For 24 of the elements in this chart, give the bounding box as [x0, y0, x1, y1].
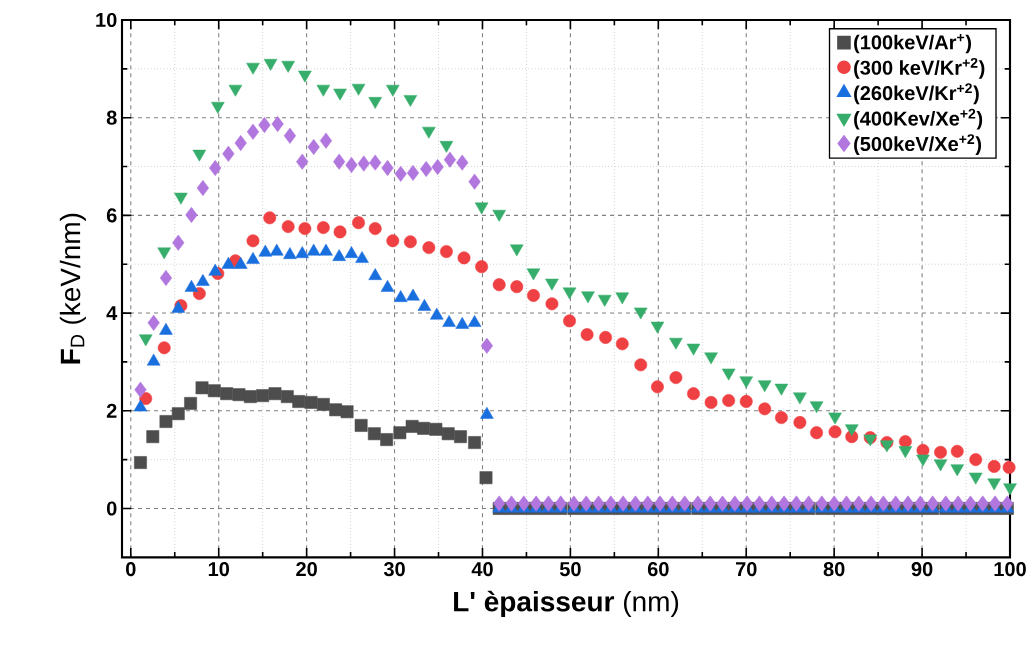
x-tick-label: 50: [559, 562, 581, 577]
y-tick-label: 8: [106, 110, 117, 125]
x-tick-label: 10: [208, 562, 229, 577]
y-tick-label: 4: [106, 306, 118, 320]
x-tick-label: 30: [383, 562, 405, 577]
legend-label: (260keV/Kr$^{+2}$): [854, 83, 979, 105]
x-tick-label: 60: [647, 562, 669, 577]
x-tick-label: 70: [735, 562, 757, 577]
x-tick-label: 20: [296, 562, 317, 577]
legend-label: (400Kev/Xe$^{+2}$): [854, 108, 983, 130]
legend-label: (300 keV/Kr$^{+2}$): [854, 57, 985, 79]
y-tick-label: 0: [106, 501, 117, 516]
y-axis-title: F$_{D}$ (keV/nm): [59, 213, 86, 364]
x-tick-label: 90: [911, 562, 933, 577]
x-tick-label: 0: [126, 562, 136, 577]
legend-label: (500keV/Xe$^{+2}$): [854, 134, 982, 155]
x-axis-title: L' èpaisseur (nm): [454, 590, 679, 618]
x-tick-label: 40: [471, 562, 493, 577]
x-tick-label: 80: [823, 562, 845, 577]
y-tick-label: 6: [106, 208, 117, 223]
y-tick-label: 10: [96, 12, 117, 28]
y-tick-label: 2: [106, 403, 117, 418]
legend-label: (100keV/Ar$^{+}$): [854, 34, 972, 54]
x-tick-label: 100: [994, 562, 1026, 577]
